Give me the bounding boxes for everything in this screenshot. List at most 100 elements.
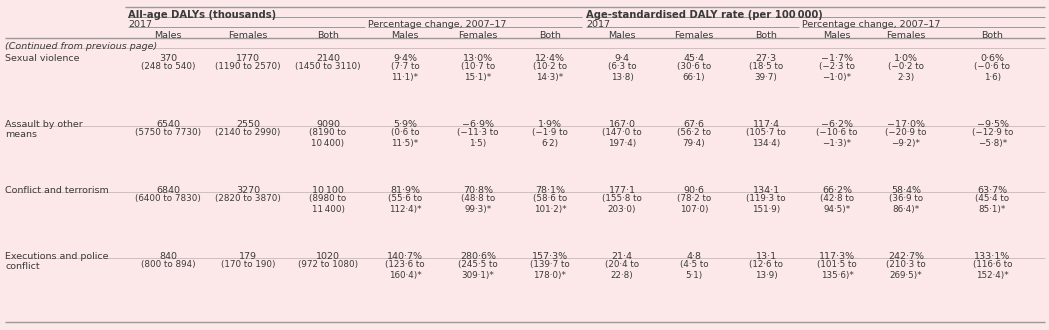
Text: (123·6 to
160·4)*: (123·6 to 160·4)* xyxy=(385,260,425,280)
Text: 27·3: 27·3 xyxy=(755,54,776,63)
Text: (12·6 to
13·9): (12·6 to 13·9) xyxy=(749,260,783,280)
Text: Both: Both xyxy=(539,31,561,40)
Text: (245·5 to
309·1)*: (245·5 to 309·1)* xyxy=(458,260,498,280)
Text: 1020: 1020 xyxy=(316,252,340,261)
Text: 81·9%: 81·9% xyxy=(390,186,420,195)
Text: (56·2 to
79·4): (56·2 to 79·4) xyxy=(677,128,711,148)
Text: 9·4%: 9·4% xyxy=(393,54,418,63)
Text: 0·6%: 0·6% xyxy=(981,54,1005,63)
Text: (972 to 1080): (972 to 1080) xyxy=(298,260,358,270)
Text: 370: 370 xyxy=(159,54,177,63)
Text: Females: Females xyxy=(675,31,713,40)
Text: Females: Females xyxy=(886,31,925,40)
Text: (7·7 to
11·1)*: (7·7 to 11·1)* xyxy=(390,62,420,82)
Text: Percentage change, 2007–17: Percentage change, 2007–17 xyxy=(368,20,507,29)
Text: 134·1: 134·1 xyxy=(752,186,779,195)
Text: (10·2 to
14·3)*: (10·2 to 14·3)* xyxy=(533,62,568,82)
Text: (30·6 to
66·1): (30·6 to 66·1) xyxy=(677,62,711,82)
Text: 12·4%: 12·4% xyxy=(535,54,565,63)
Text: (20·4 to
22·8): (20·4 to 22·8) xyxy=(605,260,639,280)
Text: Males: Males xyxy=(608,31,636,40)
Text: 2017: 2017 xyxy=(586,20,611,29)
Text: Executions and police
conflict: Executions and police conflict xyxy=(5,252,108,271)
Text: Males: Males xyxy=(391,31,419,40)
Text: 242·7%: 242·7% xyxy=(889,252,924,261)
Text: 6540: 6540 xyxy=(156,120,180,129)
Text: (1190 to 2570): (1190 to 2570) xyxy=(215,62,281,72)
Text: (78·2 to
107·0): (78·2 to 107·0) xyxy=(677,194,711,214)
Text: −17·0%: −17·0% xyxy=(887,120,925,129)
Text: 1·0%: 1·0% xyxy=(894,54,918,63)
Text: Sexual violence: Sexual violence xyxy=(5,54,80,63)
Text: (−10·6 to
−1·3)*: (−10·6 to −1·3)* xyxy=(816,128,858,148)
Text: (0·6 to
11·5)*: (0·6 to 11·5)* xyxy=(390,128,420,148)
Text: (101·5 to
135·6)*: (101·5 to 135·6)* xyxy=(817,260,857,280)
Text: (6·3 to
13·8): (6·3 to 13·8) xyxy=(607,62,637,82)
Text: 1·9%: 1·9% xyxy=(538,120,562,129)
Text: Percentage change, 2007–17: Percentage change, 2007–17 xyxy=(802,20,940,29)
Text: 280·6%: 280·6% xyxy=(461,252,496,261)
Text: 9·4: 9·4 xyxy=(615,54,629,63)
Text: (18·5 to
39·7): (18·5 to 39·7) xyxy=(749,62,784,82)
Text: (8980 to
11 400): (8980 to 11 400) xyxy=(309,194,346,214)
Text: (8190 to
10 400): (8190 to 10 400) xyxy=(309,128,346,148)
Text: (119·3 to
151·9): (119·3 to 151·9) xyxy=(746,194,786,214)
Text: (2820 to 3870): (2820 to 3870) xyxy=(215,194,281,204)
Text: (5750 to 7730): (5750 to 7730) xyxy=(135,128,201,138)
Text: Age-standardised DALY rate (per 100 000): Age-standardised DALY rate (per 100 000) xyxy=(586,10,822,20)
Text: 177·1: 177·1 xyxy=(608,186,636,195)
Text: (116·6 to
152·4)*: (116·6 to 152·4)* xyxy=(972,260,1012,280)
Text: Assault by other
means: Assault by other means xyxy=(5,120,83,139)
Text: 133·1%: 133·1% xyxy=(975,252,1010,261)
Text: 157·3%: 157·3% xyxy=(532,252,569,261)
Text: (36·9 to
86·4)*: (36·9 to 86·4)* xyxy=(889,194,923,214)
Text: Males: Males xyxy=(154,31,181,40)
Text: (139·7 to
178·0)*: (139·7 to 178·0)* xyxy=(530,260,570,280)
Text: Females: Females xyxy=(229,31,267,40)
Text: 3270: 3270 xyxy=(236,186,260,195)
Text: (42·8 to
94·5)*: (42·8 to 94·5)* xyxy=(820,194,854,214)
Text: Both: Both xyxy=(317,31,339,40)
Text: (58·6 to
101·2)*: (58·6 to 101·2)* xyxy=(533,194,568,214)
Text: 78·1%: 78·1% xyxy=(535,186,565,195)
Text: (1450 to 3110): (1450 to 3110) xyxy=(295,62,361,72)
Text: (45·4 to
85·1)*: (45·4 to 85·1)* xyxy=(976,194,1009,214)
Text: 2017: 2017 xyxy=(128,20,152,29)
Text: −6·2%: −6·2% xyxy=(821,120,853,129)
Text: 66·2%: 66·2% xyxy=(822,186,852,195)
Text: (155·8 to
203·0): (155·8 to 203·0) xyxy=(602,194,642,214)
Text: (−12·9 to
−5·8)*: (−12·9 to −5·8)* xyxy=(971,128,1013,148)
Text: (Continued from previous page): (Continued from previous page) xyxy=(5,42,157,51)
Text: 4·8: 4·8 xyxy=(686,252,702,261)
Text: Both: Both xyxy=(982,31,1004,40)
Text: (−0·6 to
1·6): (−0·6 to 1·6) xyxy=(975,62,1010,82)
Text: (48·8 to
99·3)*: (48·8 to 99·3)* xyxy=(461,194,495,214)
Text: (−1·9 to
6·2): (−1·9 to 6·2) xyxy=(532,128,568,148)
Text: −1·7%: −1·7% xyxy=(821,54,853,63)
Text: 1770: 1770 xyxy=(236,54,260,63)
Text: −9·5%: −9·5% xyxy=(977,120,1008,129)
Text: 2140: 2140 xyxy=(316,54,340,63)
Text: (−0·2 to
2·3): (−0·2 to 2·3) xyxy=(889,62,924,82)
Text: (−2·3 to
−1·0)*: (−2·3 to −1·0)* xyxy=(819,62,855,82)
Text: Conflict and terrorism: Conflict and terrorism xyxy=(5,186,109,195)
Text: (105·7 to
134·4): (105·7 to 134·4) xyxy=(746,128,786,148)
Text: −6·9%: −6·9% xyxy=(462,120,494,129)
Text: 70·8%: 70·8% xyxy=(463,186,493,195)
Text: (−11·3 to
1·5): (−11·3 to 1·5) xyxy=(457,128,498,148)
Text: 45·4: 45·4 xyxy=(684,54,705,63)
Text: (800 to 894): (800 to 894) xyxy=(141,260,195,270)
Text: 140·7%: 140·7% xyxy=(387,252,423,261)
Text: 179: 179 xyxy=(239,252,257,261)
Text: 5·9%: 5·9% xyxy=(393,120,418,129)
Text: (248 to 540): (248 to 540) xyxy=(141,62,195,72)
Text: 21·4: 21·4 xyxy=(612,252,633,261)
Text: 117·4: 117·4 xyxy=(752,120,779,129)
Text: Males: Males xyxy=(823,31,851,40)
Text: (10·7 to
15·1)*: (10·7 to 15·1)* xyxy=(461,62,495,82)
Text: Both: Both xyxy=(755,31,777,40)
Text: (6400 to 7830): (6400 to 7830) xyxy=(135,194,201,204)
Text: (147·0 to
197·4): (147·0 to 197·4) xyxy=(602,128,642,148)
Text: (55·6 to
112·4)*: (55·6 to 112·4)* xyxy=(388,194,422,214)
Text: 13·1: 13·1 xyxy=(755,252,776,261)
